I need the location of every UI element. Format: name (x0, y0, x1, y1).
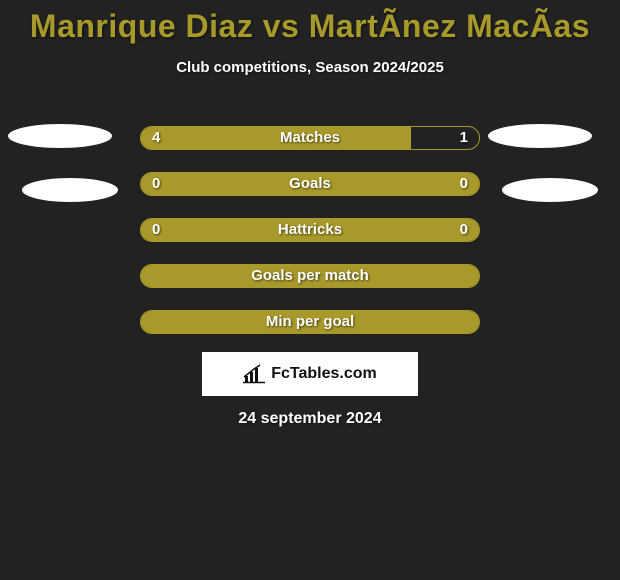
stat-bar-track (140, 172, 480, 196)
stat-value-left: 0 (152, 218, 160, 242)
brand-text: FcTables.com (271, 365, 377, 383)
stat-value-right: 0 (460, 218, 468, 242)
page-title: Manrique Diaz vs MartÃ­nez MacÃ­as (0, 0, 620, 45)
stat-value-left: 0 (152, 172, 160, 196)
stat-row: Goals per match (0, 264, 620, 288)
comparison-canvas: Manrique Diaz vs MartÃ­nez MacÃ­as Club … (0, 0, 620, 580)
stat-row: Min per goal (0, 310, 620, 334)
stat-bar-track (140, 310, 480, 334)
stat-value-right: 0 (460, 172, 468, 196)
stat-bar-left (141, 265, 479, 287)
stat-bar-left (141, 127, 411, 149)
stat-bar-track (140, 126, 480, 150)
stat-value-right: 1 (460, 126, 468, 150)
generation-date: 24 september 2024 (0, 410, 620, 428)
stat-rows: 41Matches00Goals00HattricksGoals per mat… (0, 126, 620, 356)
page-subtitle: Club competitions, Season 2024/2025 (0, 59, 620, 76)
stat-bar-left (141, 311, 479, 333)
photo-shadow-ellipse (8, 124, 112, 148)
stat-bar-track (140, 264, 480, 288)
stat-value-left: 4 (152, 126, 160, 150)
stat-row: 00Hattricks (0, 218, 620, 242)
photo-shadow-ellipse (502, 178, 598, 202)
stat-bar-right (411, 127, 479, 149)
brand-badge: FcTables.com (202, 352, 418, 396)
stat-bar-track (140, 218, 480, 242)
brand-chart-icon (243, 364, 265, 384)
photo-shadow-ellipse (22, 178, 118, 202)
stat-bar-left (141, 219, 479, 241)
stat-bar-left (141, 173, 479, 195)
photo-shadow-ellipse (488, 124, 592, 148)
